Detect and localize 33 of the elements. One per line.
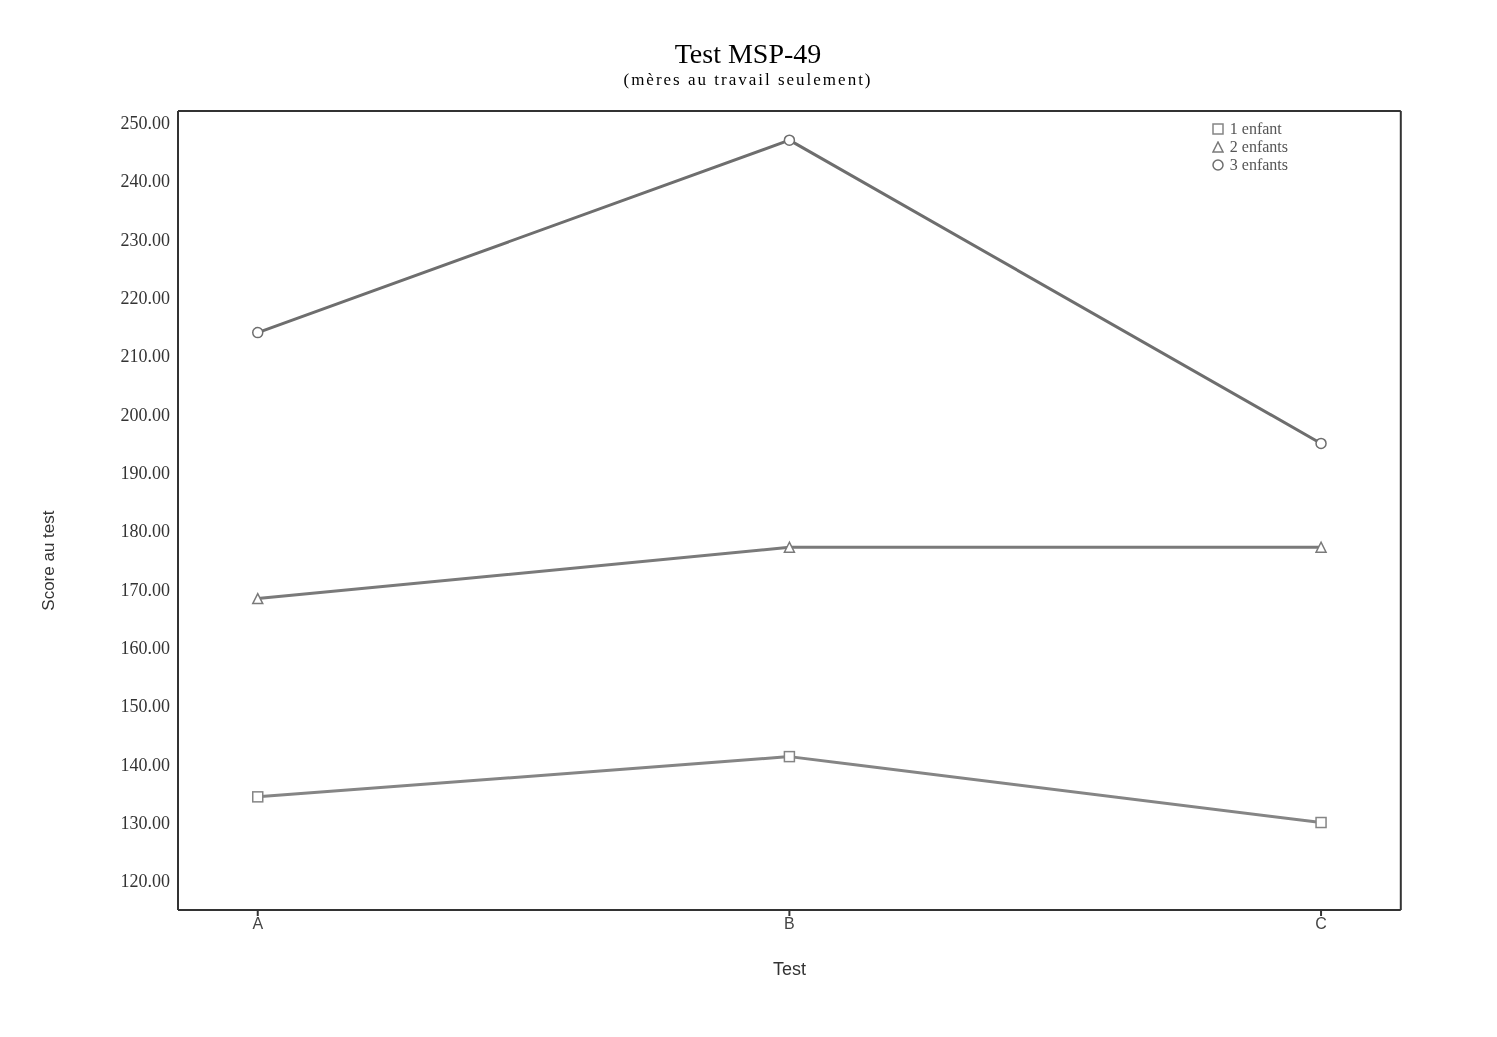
y-tick-label: 240.00: [120, 171, 170, 192]
y-tick-label: 250.00: [120, 113, 170, 134]
x-axis-title: Test: [772, 959, 806, 979]
y-tick-label: 160.00: [120, 637, 170, 658]
point: [783, 541, 796, 553]
point: [783, 750, 796, 763]
y-tick-label: 170.00: [120, 579, 170, 600]
y-tick-label: 150.00: [120, 696, 170, 717]
x-tick-label: C: [1315, 915, 1327, 933]
y-tick-label: 130.00: [120, 812, 170, 833]
chart-title: Test MSP-49: [673, 38, 823, 70]
legend-label: 1 enfant: [1229, 120, 1282, 138]
point: [1315, 816, 1327, 829]
x-tick-label: A: [252, 915, 264, 933]
point: [252, 326, 264, 339]
legend-label: 2 enfants: [1229, 138, 1288, 156]
y-tick-label: 220.00: [120, 288, 170, 309]
y-tick-label: 180.00: [120, 521, 170, 542]
point: [252, 791, 264, 803]
y-axis-title: Score au test: [39, 510, 59, 611]
point: [1315, 541, 1327, 553]
point: [252, 592, 264, 605]
legend-label: 3 enfants: [1229, 156, 1288, 174]
y-tick-label: 210.00: [120, 346, 170, 367]
y-tick-label: 230.00: [120, 229, 170, 250]
y-tick-label: 140.00: [120, 754, 170, 775]
x-tick-label: B: [784, 915, 795, 933]
y-tick-label: 190.00: [120, 462, 170, 483]
chart-subtitle: (mères au travail seulement): [622, 70, 874, 90]
point: [783, 134, 796, 146]
point: [1315, 437, 1327, 450]
y-tick-label: 120.00: [120, 871, 170, 892]
y-tick-label: 200.00: [120, 404, 170, 425]
